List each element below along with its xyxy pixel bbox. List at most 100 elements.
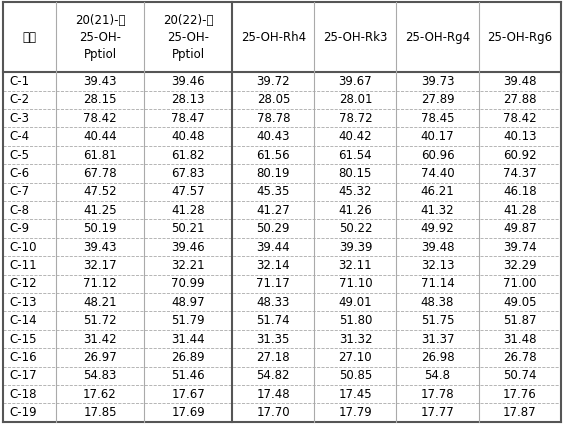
Text: 39.46: 39.46 [171,240,205,254]
Text: 48.21: 48.21 [83,296,117,309]
Text: 71.12: 71.12 [83,277,117,290]
Text: 39.74: 39.74 [503,240,537,254]
Text: 17.78: 17.78 [421,388,455,401]
Text: 41.28: 41.28 [171,204,205,217]
Text: 27.18: 27.18 [257,351,290,364]
Text: 61.54: 61.54 [338,148,372,162]
Text: 39.44: 39.44 [257,240,290,254]
Text: 28.01: 28.01 [338,93,372,106]
Text: C-8: C-8 [9,204,29,217]
Text: 51.87: 51.87 [503,314,536,327]
Text: 50.22: 50.22 [338,222,372,235]
Text: 39.46: 39.46 [171,75,205,88]
Text: 54.82: 54.82 [257,369,290,382]
Text: 47.52: 47.52 [83,185,117,198]
Text: 78.72: 78.72 [338,112,372,125]
Text: 17.77: 17.77 [421,406,455,419]
Text: C-5: C-5 [9,148,29,162]
Text: 40.17: 40.17 [421,130,455,143]
Text: 80.15: 80.15 [339,167,372,180]
Text: 25-OH-Rh4: 25-OH-Rh4 [241,31,306,44]
Text: 60.96: 60.96 [421,148,455,162]
Text: 26.98: 26.98 [421,351,455,364]
Text: C-1: C-1 [9,75,29,88]
Text: 54.83: 54.83 [83,369,117,382]
Text: 28.15: 28.15 [83,93,117,106]
Text: 17.87: 17.87 [503,406,537,419]
Text: 51.46: 51.46 [171,369,205,382]
Text: 61.81: 61.81 [83,148,117,162]
Text: C-14: C-14 [9,314,37,327]
Text: 47.57: 47.57 [171,185,205,198]
Text: 39.43: 39.43 [83,240,117,254]
Text: 41.25: 41.25 [83,204,117,217]
Text: 31.37: 31.37 [421,332,454,346]
Text: 26.78: 26.78 [503,351,537,364]
Text: C-2: C-2 [9,93,29,106]
Text: 71.00: 71.00 [503,277,536,290]
Text: 20(22)-烯
25-OH-
Pptiol: 20(22)-烯 25-OH- Pptiol [163,14,213,61]
Text: 61.82: 61.82 [171,148,205,162]
Text: 49.01: 49.01 [338,296,372,309]
Text: 27.89: 27.89 [421,93,455,106]
Text: 50.19: 50.19 [83,222,117,235]
Text: 46.21: 46.21 [421,185,455,198]
Text: 32.14: 32.14 [257,259,290,272]
Text: 40.48: 40.48 [171,130,205,143]
Text: 31.44: 31.44 [171,332,205,346]
Text: 17.62: 17.62 [83,388,117,401]
Text: 51.79: 51.79 [171,314,205,327]
Text: 49.87: 49.87 [503,222,537,235]
Text: 60.92: 60.92 [503,148,537,162]
Text: 20(21)-烯
25-OH-
Pptiol: 20(21)-烯 25-OH- Pptiol [74,14,125,61]
Text: 31.32: 31.32 [338,332,372,346]
Text: 71.10: 71.10 [338,277,372,290]
Text: 41.32: 41.32 [421,204,455,217]
Text: 61.56: 61.56 [257,148,290,162]
Text: 17.76: 17.76 [503,388,537,401]
Text: 32.17: 32.17 [83,259,117,272]
Text: 54.8: 54.8 [425,369,451,382]
Text: 40.13: 40.13 [503,130,536,143]
Text: 50.21: 50.21 [171,222,205,235]
Text: 74.37: 74.37 [503,167,537,180]
Text: 51.80: 51.80 [339,314,372,327]
Text: C-6: C-6 [9,167,29,180]
Text: 39.39: 39.39 [338,240,372,254]
Text: 17.67: 17.67 [171,388,205,401]
Text: 50.29: 50.29 [257,222,290,235]
Text: 71.17: 71.17 [257,277,290,290]
Text: 27.88: 27.88 [503,93,536,106]
Text: 78.42: 78.42 [83,112,117,125]
Text: 25-OH-Rg6: 25-OH-Rg6 [487,31,552,44]
Text: 28.05: 28.05 [257,93,290,106]
Text: 17.45: 17.45 [338,388,372,401]
Text: 67.78: 67.78 [83,167,117,180]
Text: 48.33: 48.33 [257,296,290,309]
Text: C-4: C-4 [9,130,29,143]
Text: 46.18: 46.18 [503,185,537,198]
Text: 39.67: 39.67 [338,75,372,88]
Text: C-7: C-7 [9,185,29,198]
Text: 17.48: 17.48 [257,388,290,401]
Text: 71.14: 71.14 [421,277,455,290]
Text: C-17: C-17 [9,369,37,382]
Text: 32.13: 32.13 [421,259,454,272]
Text: 45.32: 45.32 [338,185,372,198]
Text: 78.42: 78.42 [503,112,537,125]
Text: 45.35: 45.35 [257,185,290,198]
Text: C-12: C-12 [9,277,37,290]
Text: 39.72: 39.72 [257,75,290,88]
Text: 51.74: 51.74 [257,314,290,327]
Text: 31.48: 31.48 [503,332,536,346]
Text: 78.47: 78.47 [171,112,205,125]
Text: 26.89: 26.89 [171,351,205,364]
Text: 48.97: 48.97 [171,296,205,309]
Text: 39.48: 39.48 [503,75,536,88]
Text: C-10: C-10 [9,240,37,254]
Text: 32.29: 32.29 [503,259,537,272]
Text: 25-OH-Rk3: 25-OH-Rk3 [323,31,387,44]
Text: 67.83: 67.83 [171,167,205,180]
Text: 31.35: 31.35 [257,332,290,346]
Text: 28.13: 28.13 [171,93,205,106]
